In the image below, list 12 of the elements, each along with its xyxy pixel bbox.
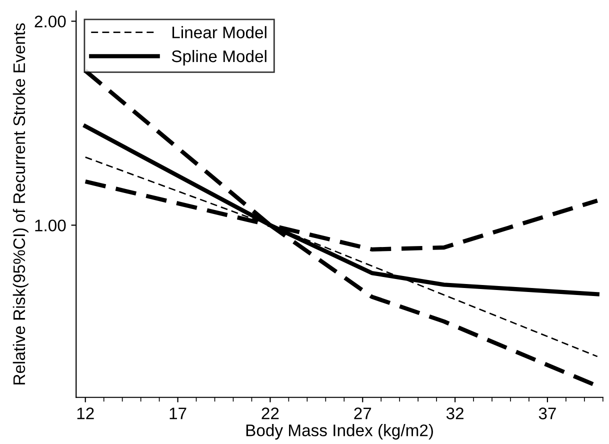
x-axis-title: Body Mass Index (kg/m2) — [246, 424, 433, 440]
x-tick-label: 27 — [354, 408, 372, 420]
x-tick-label: 32 — [446, 408, 464, 420]
y-tick-label: 2.00 — [34, 16, 66, 28]
x-tick-label: 22 — [262, 408, 279, 420]
x-tick-label: 12 — [77, 408, 94, 420]
x-tick-label: 37 — [538, 408, 556, 420]
y-tick-label: 1.00 — [35, 220, 66, 232]
y-axis-title: Relative Risk(95%CI) of Recurrent Stroke Events — [12, 23, 28, 384]
legend-label: Linear Model — [172, 26, 266, 38]
x-tick-label: 17 — [170, 408, 186, 420]
legend-label: Spline Model — [172, 50, 266, 66]
